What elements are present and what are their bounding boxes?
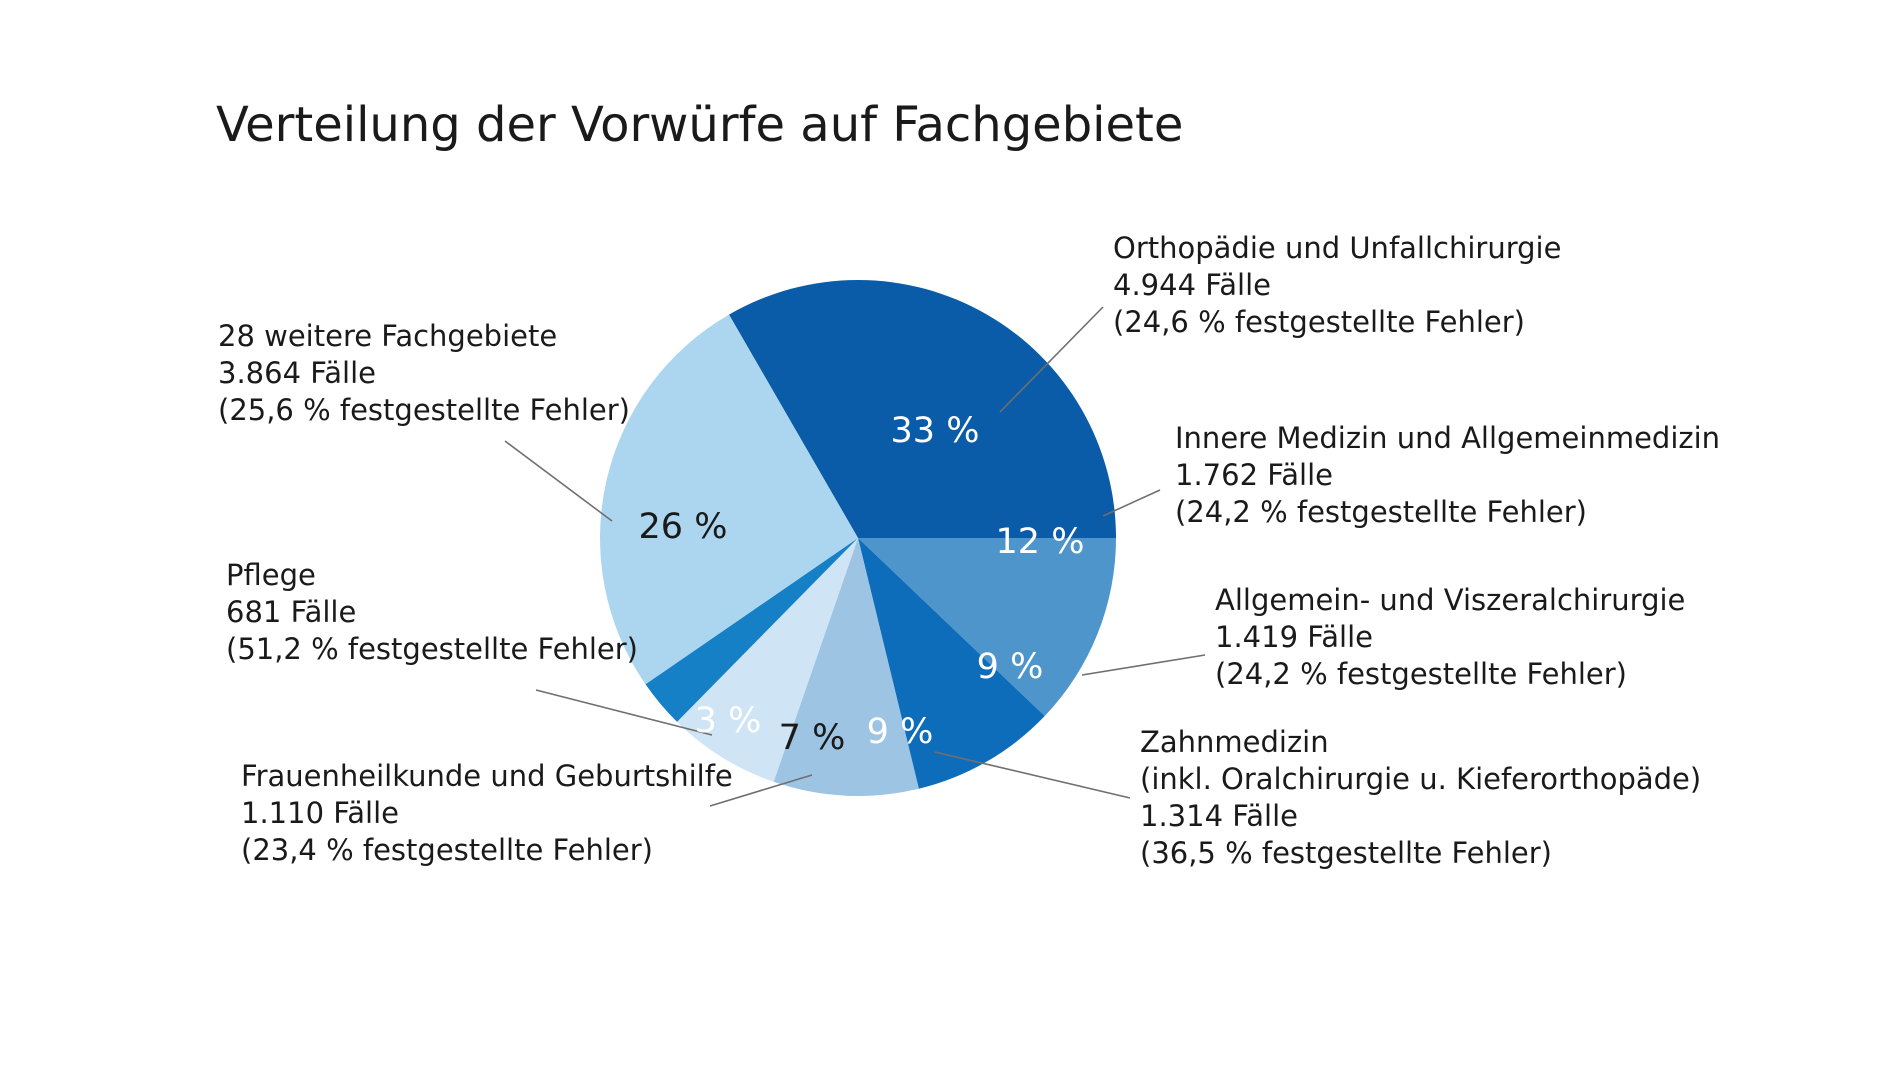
callout-line: 681 Fälle (226, 595, 356, 629)
slice-callout-0: Orthopädie und Unfallchirurgie 4.944 Fäll… (1113, 231, 1561, 339)
chart-title: Verteilung der Vorwürfe auf Fachgebiete (216, 97, 1183, 153)
slice-percent-label-0: 33 % (891, 411, 980, 451)
callout-line: Allgemein- und Viszeralchirurgie (1215, 583, 1685, 617)
pie-slice-3 (773, 538, 919, 797)
callout-line: 1.419 Fälle (1215, 620, 1373, 654)
pie-slice-1 (858, 538, 1116, 717)
leader-line-5 (535, 689, 713, 736)
slice-percent-label-1: 12 % (996, 522, 1085, 562)
slice-callout-3: Zahnmedizin (inkl. Oralchirurgie u. Kiefe… (1140, 725, 1701, 870)
pie-slices (600, 280, 1116, 797)
callout-line: (24,2 % festgestellte Fehler) (1175, 495, 1587, 529)
slice-callout-2: Allgemein- und Viszeralchirurgie 1.419 Fä… (1215, 583, 1685, 691)
leader-line-6 (504, 440, 613, 522)
slice-percent-label-3: 9 % (867, 712, 934, 752)
callout-line: Pflege (226, 558, 316, 592)
callout-labels: Orthopädie und Unfallchirurgie 4.944 Fäll… (218, 231, 1720, 870)
slice-callout-4: Frauenheilkunde und Geburtshilfe 1.110 Fä… (241, 759, 733, 867)
callout-line: Innere Medizin und Allgemeinmedizin (1175, 421, 1720, 455)
callout-line: (51,2 % festgestellte Fehler) (226, 632, 638, 666)
callout-line: Orthopädie und Unfallchirurgie (1113, 231, 1561, 265)
callout-line: 1.762 Fälle (1175, 458, 1333, 492)
callout-line: (24,2 % festgestellte Fehler) (1215, 657, 1627, 691)
pie-slice-2 (858, 538, 1045, 789)
slice-percent-label-6: 26 % (639, 507, 728, 547)
callout-line: 1.110 Fälle (241, 796, 399, 830)
percentage-labels: 33 % 12 % 9 % 9 % 7 % 3 % 26 % (639, 411, 1085, 758)
pie-slice-6 (600, 314, 858, 685)
callout-line: (23,4 % festgestellte Fehler) (241, 833, 653, 867)
callout-line: Zahnmedizin (1140, 725, 1329, 759)
slice-percent-label-5: 3 % (695, 701, 762, 741)
callout-line: 1.314 Fälle (1140, 799, 1298, 833)
leader-line-3 (934, 751, 1131, 799)
callout-line: 28 weitere Fachgebiete (218, 319, 557, 353)
leader-line-4 (709, 774, 813, 807)
callout-line: (25,6 % festgestellte Fehler) (218, 393, 630, 427)
leader-lines (504, 306, 1206, 807)
slice-callout-6: 28 weitere Fachgebiete 3.864 Fälle (25,6 %… (218, 319, 630, 427)
callout-line: (24,6 % festgestellte Fehler) (1113, 305, 1525, 339)
pie-slice-5 (645, 538, 858, 722)
slice-percent-label-2: 9 % (977, 647, 1044, 687)
leader-line-1 (1102, 489, 1161, 517)
slice-callout-1: Innere Medizin und Allgemeinmedizin 1.762… (1175, 421, 1720, 529)
callout-line: 4.944 Fälle (1113, 268, 1271, 302)
leader-line-0 (999, 306, 1104, 413)
slice-percent-label-4: 7 % (779, 718, 846, 758)
slice-callout-5: Pflege 681 Fälle (51,2 % festgestellte Feh… (226, 558, 638, 666)
pie-slice-4 (677, 538, 858, 782)
callout-line: (36,5 % festgestellte Fehler) (1140, 836, 1552, 870)
callout-line: (inkl. Oralchirurgie u. Kieferorthopäde) (1140, 762, 1701, 796)
leader-line-2 (1081, 654, 1206, 676)
callout-line: Frauenheilkunde und Geburtshilfe (241, 759, 733, 793)
callout-line: 3.864 Fälle (218, 356, 376, 390)
pie-slice-0 (729, 280, 1116, 538)
